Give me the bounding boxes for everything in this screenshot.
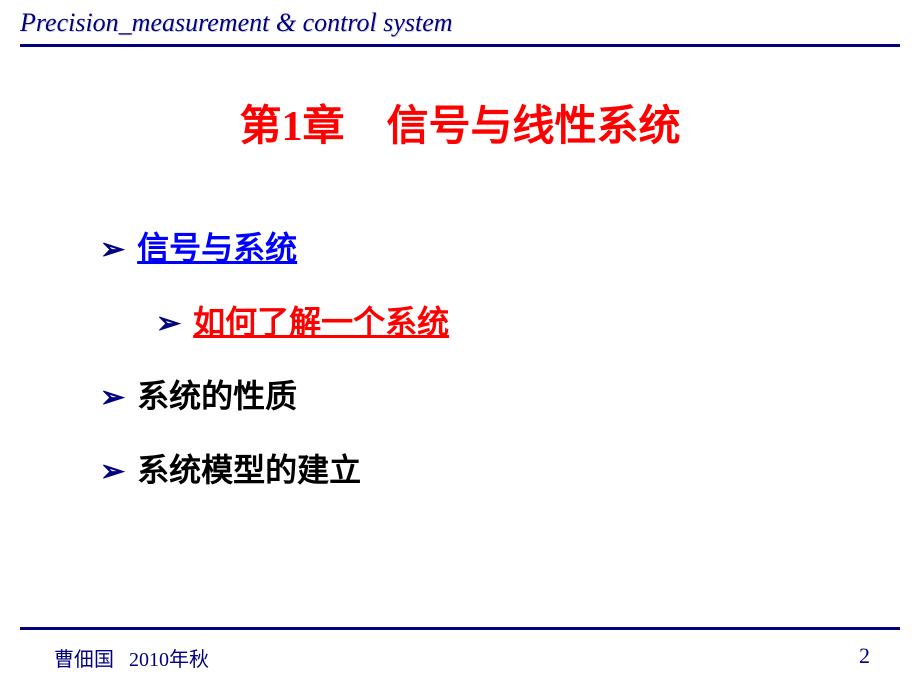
bullet-link[interactable]: 信号与系统	[137, 223, 297, 269]
slide-footer: 曹佃国 2010年秋 2	[0, 643, 920, 672]
chapter-number: 1	[281, 104, 302, 150]
title-spacer	[345, 102, 387, 149]
bullet-item: ➢ 系统模型的建立	[100, 445, 920, 491]
bullet-text: 系统模型的建立	[137, 445, 361, 491]
author-name: 曹佃国	[54, 649, 114, 671]
page-number: 2	[859, 643, 870, 672]
footer-author: 曹佃国 2010年秋	[54, 643, 209, 672]
bullet-arrow-icon: ➢	[100, 232, 125, 267]
header-divider	[20, 44, 900, 47]
footer-divider	[20, 627, 900, 630]
title-suffix: 章	[302, 102, 344, 149]
bullet-text: 系统的性质	[137, 371, 297, 417]
bullet-item: ➢ 系统的性质	[100, 371, 920, 417]
footer-date-suffix: 年秋	[169, 649, 209, 671]
slide-header: Precision_measurement & control system	[0, 0, 920, 40]
bullet-arrow-icon: ➢	[156, 306, 181, 341]
title-main: 信号与线性系统	[387, 102, 681, 149]
bullet-arrow-icon: ➢	[100, 454, 125, 489]
bullet-list: ➢ 信号与系统 ➢ 如何了解一个系统 ➢ 系统的性质 ➢ 系统模型的建立	[100, 223, 920, 491]
footer-year: 2010	[129, 649, 169, 671]
bullet-item: ➢ 如何了解一个系统	[156, 297, 920, 343]
bullet-link[interactable]: 如何了解一个系统	[193, 297, 449, 343]
chapter-title: 第1章 信号与线性系统	[0, 92, 920, 153]
header-title: Precision_measurement & control system	[20, 8, 900, 38]
bullet-arrow-icon: ➢	[100, 380, 125, 415]
title-prefix: 第	[239, 102, 281, 149]
bullet-item: ➢ 信号与系统	[100, 223, 920, 269]
